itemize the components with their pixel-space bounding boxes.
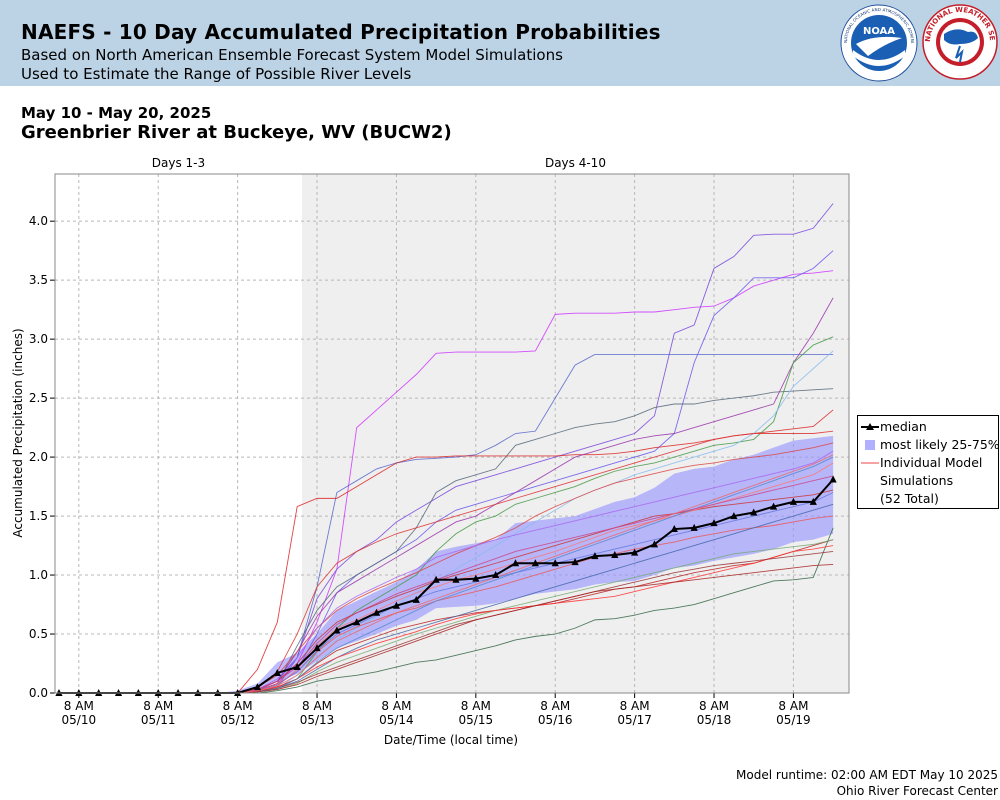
median-point: [372, 608, 381, 616]
noaa-logo-text: NOAA: [863, 26, 895, 37]
median-point: [690, 523, 698, 531]
median-point: [809, 497, 817, 505]
model-runtime: Model runtime: 02:00 AM EDT May 10 2025: [736, 768, 998, 782]
period-label-days-1-3: Days 1-3: [152, 156, 205, 170]
median-point: [611, 550, 619, 558]
x-tick-label-time: 8 AM: [620, 699, 650, 713]
plot-frame: [54, 173, 850, 694]
median-point: [392, 601, 401, 609]
median-point: [511, 559, 520, 567]
legend-label-members-2: Simulations: [880, 473, 954, 488]
legend-swatch-band: [865, 440, 875, 450]
x-tick-label-date: 05/14: [379, 713, 414, 727]
median-point: [412, 595, 420, 603]
y-tick-label: 1.5: [29, 509, 48, 523]
legend-item-members: Individual Model: [858, 455, 998, 471]
y-tick-label: 3.5: [29, 273, 48, 287]
x-tick-label-date: 05/19: [776, 713, 811, 727]
x-tick-label-time: 8 AM: [699, 699, 729, 713]
median-point: [730, 512, 738, 520]
page-title: NAEFS - 10 Day Accumulated Precipitation…: [21, 20, 661, 44]
x-tick-label-time: 8 AM: [302, 699, 332, 713]
gauge-name: Greenbrier River at Buckeye, WV (BUCW2): [21, 122, 452, 143]
legend-swatch-members: [861, 462, 879, 464]
median-point: [789, 497, 798, 505]
forecast-center: Ohio River Forecast Center: [836, 784, 998, 798]
band-area: [58, 435, 834, 693]
header-banner: NAEFS - 10 Day Accumulated Precipitation…: [0, 0, 1000, 86]
x-axis-label: Date/Time (local time): [384, 733, 518, 747]
x-tick-label-date: 05/11: [141, 713, 176, 727]
legend-item-members-2: Simulations: [858, 473, 998, 489]
median-point: [571, 558, 579, 566]
page-subtitle: Based on North American Ensemble Forecas…: [21, 46, 563, 64]
iqr-band: [58, 435, 834, 693]
median-point: [333, 626, 341, 634]
y-tick-label: 4.0: [29, 214, 48, 228]
x-tick-label-date: 05/18: [697, 713, 732, 727]
noaa-logo[interactable]: NOAA NATIONAL OCEANIC AND ATMOSPHERIC AD…: [840, 4, 918, 82]
legend-label-median: median: [880, 419, 927, 434]
median-point: [353, 618, 361, 626]
date-range: May 10 - May 20, 2025: [21, 104, 212, 122]
x-tick-label-time: 8 AM: [461, 699, 491, 713]
legend-item-members-3: (52 Total): [858, 491, 998, 507]
y-tick-label: 0.5: [29, 627, 48, 641]
median-point: [710, 519, 718, 527]
median-point: [472, 574, 480, 582]
x-tick-label-time: 8 AM: [223, 699, 253, 713]
median-point: [769, 502, 778, 510]
x-tick-label-date: 05/17: [617, 713, 652, 727]
page-subtitle-2: Used to Estimate the Range of Possible R…: [21, 65, 412, 83]
median-point: [313, 644, 321, 652]
median-point: [551, 559, 559, 567]
median-point: [432, 575, 440, 583]
x-tick-label-date: 05/13: [300, 713, 335, 727]
y-tick-label: 0.0: [29, 686, 48, 700]
legend: median most likely 25-75% Individual Mod…: [857, 415, 1000, 509]
x-tick-label-time: 8 AM: [381, 699, 411, 713]
y-tick-label: 1.0: [29, 568, 48, 582]
legend-label-members-1: Individual Model: [880, 455, 983, 470]
period-label-days-4-10: Days 4-10: [545, 156, 606, 170]
median-point: [650, 540, 659, 548]
y-tick-label: 2.0: [29, 450, 48, 464]
legend-item-median: median: [858, 419, 998, 435]
x-tick-label-date: 05/12: [220, 713, 255, 727]
median-point: [531, 559, 539, 567]
legend-swatch-median: [861, 423, 879, 430]
nws-logo[interactable]: NATIONAL WEATHER SERVICE: [922, 4, 998, 80]
y-tick-label: 3.0: [29, 332, 48, 346]
x-tick-label-time: 8 AM: [778, 699, 808, 713]
y-axis-label: Accumulated Precipitation (inches): [11, 328, 25, 537]
median-point: [591, 552, 599, 560]
x-tick-label-time: 8 AM: [540, 699, 570, 713]
median-point: [492, 571, 500, 579]
x-tick-label-time: 8 AM: [143, 699, 173, 713]
median-point: [829, 475, 837, 483]
legend-label-members-3: (52 Total): [880, 491, 939, 506]
x-tick-label-time: 8 AM: [64, 699, 94, 713]
x-tick-label-date: 05/16: [538, 713, 573, 727]
legend-label-band: most likely 25-75%: [880, 437, 1000, 452]
x-tick-label-date: 05/15: [459, 713, 494, 727]
median-point: [273, 668, 281, 676]
median-point: [253, 683, 262, 691]
legend-item-band: most likely 25-75%: [858, 437, 1000, 453]
y-tick-label: 2.5: [29, 391, 48, 405]
median-point: [631, 548, 639, 556]
median-point: [670, 525, 678, 533]
x-tick-label-date: 05/10: [62, 713, 97, 727]
median-point: [750, 508, 758, 516]
median-point: [452, 575, 460, 583]
median-point: [293, 663, 301, 671]
